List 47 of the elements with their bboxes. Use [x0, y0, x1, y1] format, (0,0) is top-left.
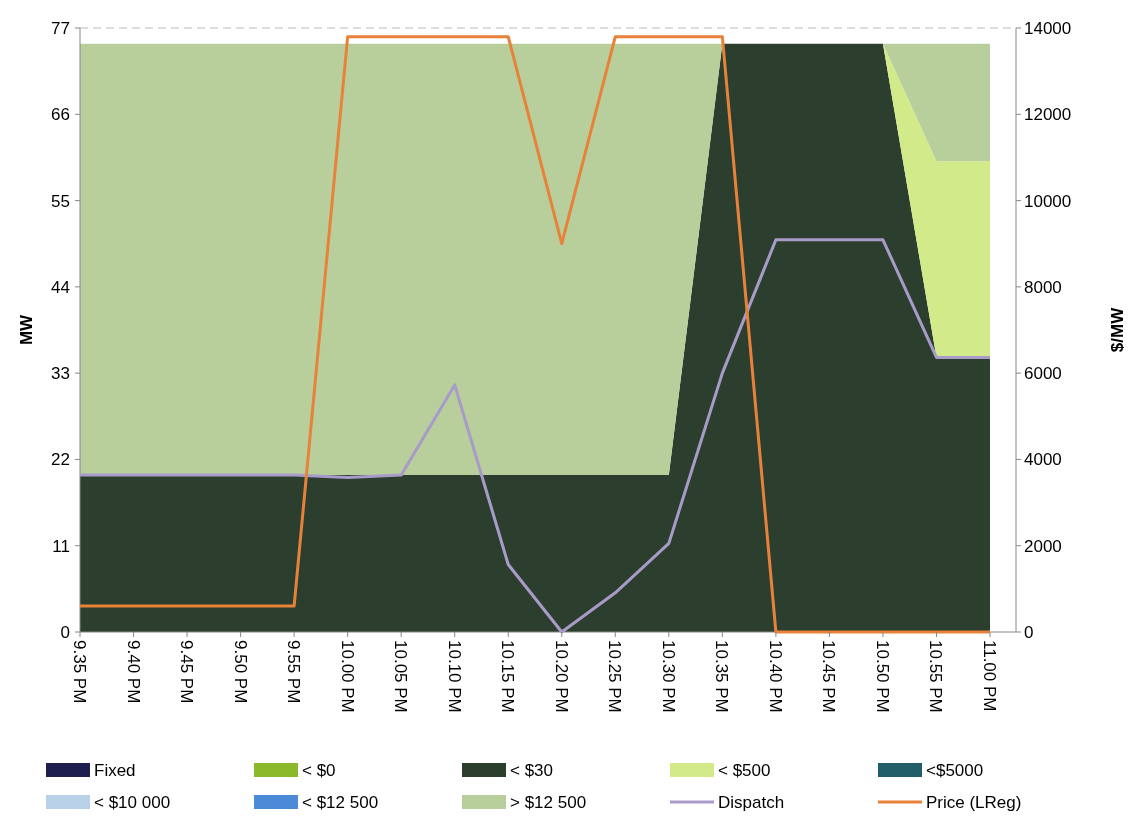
legend-label: Price (LReg): [926, 793, 1022, 812]
y-tick-label: 55: [51, 191, 70, 211]
legend-label: < $12 500: [302, 793, 379, 812]
x-tick-label: 9.45 PM: [177, 640, 197, 704]
y-tick-label: 22: [51, 450, 70, 470]
y2-tick-label: 0: [1024, 623, 1034, 642]
line-series: [78, 238, 992, 634]
y2-tick-label: 4000: [1024, 450, 1062, 470]
legend-label: < $30: [510, 761, 554, 780]
y2-tick-label: 14000: [1024, 19, 1072, 38]
y-tick-label: 33: [51, 364, 70, 384]
x-tick-label: 10.40 PM: [765, 640, 785, 713]
x-tick-label: 10.50 PM: [872, 640, 892, 713]
y-tick-label: 44: [51, 277, 70, 297]
y2-tick-label: 10000: [1024, 191, 1072, 211]
y2-tick-label: 12000: [1024, 105, 1072, 125]
y2-tick-label: 8000: [1024, 277, 1062, 297]
x-tick-label: 10.55 PM: [926, 640, 946, 713]
x-tick-label: 10.10 PM: [444, 640, 464, 713]
x-tick-label: 10.25 PM: [605, 640, 625, 713]
y-tick-label: 77: [51, 19, 70, 38]
x-tick-label: 10.20 PM: [551, 640, 571, 713]
legend-label: < $0: [302, 761, 336, 780]
x-tick-label: 11.00 PM: [980, 640, 999, 712]
legend-label: Dispatch: [718, 793, 785, 812]
x-tick-label: 9.50 PM: [230, 640, 250, 704]
y-tick-label: 0: [60, 623, 70, 642]
legend-label: > $12 500: [510, 793, 587, 812]
x-tick-label: 9.55 PM: [284, 640, 304, 704]
x-tick-label: 9.35 PM: [70, 640, 89, 704]
x-tick-label: 10.15 PM: [498, 640, 518, 713]
legend-label: <$5000: [926, 761, 984, 780]
y-axis-title: MW: [17, 313, 36, 346]
y2-tick-label: 6000: [1024, 364, 1062, 384]
x-tick-label: 9.40 PM: [123, 640, 143, 704]
y2-axis-title: $/MW: [1108, 306, 1127, 353]
y-tick-label: 11: [52, 536, 70, 556]
x-tick-label: 10.30 PM: [658, 640, 678, 713]
x-tick-label: 10.00 PM: [337, 640, 357, 713]
y-tick-label: 66: [51, 105, 70, 125]
legend-label: < $500: [718, 761, 771, 780]
x-tick-label: 10.05 PM: [391, 640, 411, 713]
legend-label: < $10 000: [94, 793, 171, 812]
x-tick-label: 10.35 PM: [712, 640, 732, 713]
y2-tick-label: 2000: [1024, 536, 1062, 556]
legend-label: Fixed: [94, 761, 136, 780]
x-tick-label: 10.45 PM: [819, 640, 839, 713]
